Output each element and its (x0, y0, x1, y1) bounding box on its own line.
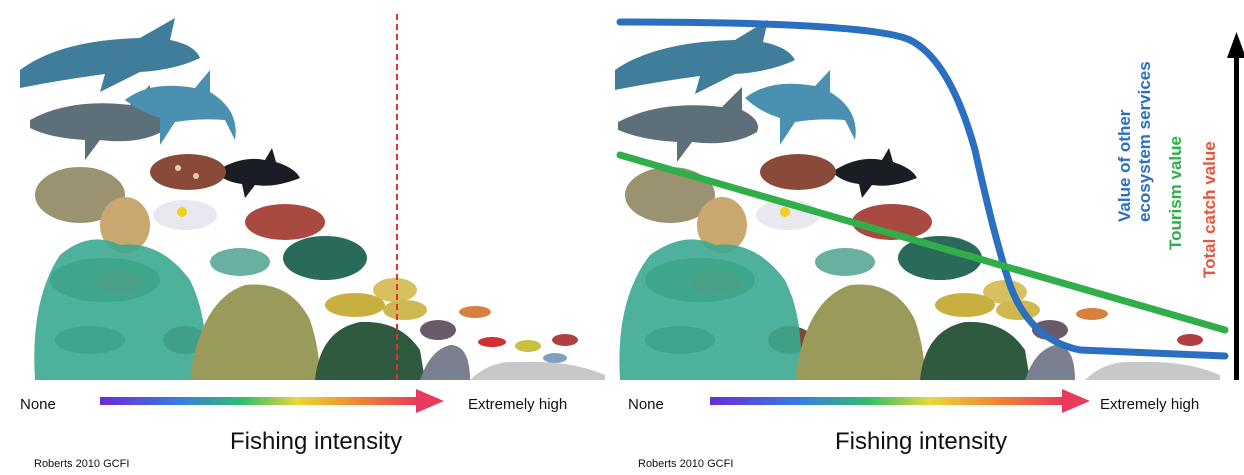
shark-icon (615, 20, 795, 94)
left-panel: None Extremely high Fishing intensity Ro… (0, 0, 610, 475)
curve-label-line: ecosystem services (1135, 61, 1154, 222)
axis-end-label: Extremely high (468, 396, 568, 413)
curve-label-line: Value of other (1115, 109, 1134, 222)
shark-icon (832, 148, 917, 198)
shark-icon (215, 148, 300, 198)
curve-label-ecosystem-services: Value of other ecosystem services (1115, 61, 1155, 222)
gradient-arrow-icon (100, 389, 444, 413)
axis-end-label: Extremely high (1100, 396, 1200, 413)
fish-icon (245, 204, 325, 240)
fish-icon (898, 236, 982, 280)
fish-icon (150, 154, 226, 190)
fish-icon (325, 293, 385, 317)
fish-icon (935, 293, 995, 317)
fish-icon (478, 337, 506, 347)
fish-icon (552, 334, 578, 346)
fish-icon (420, 320, 456, 340)
right-panel: Value of other ecosystem services Touris… (610, 0, 1244, 475)
shark-icon (745, 70, 856, 145)
fish-icon (153, 200, 217, 230)
curve-label-tourism: Tourism value (1166, 136, 1185, 250)
credit: Roberts 2010 GCFI (638, 458, 734, 470)
fish-icon (459, 306, 491, 318)
fish-icon (210, 248, 270, 276)
axis-start-label: None (20, 396, 56, 413)
fish-icon (625, 167, 715, 223)
fish-icon (815, 248, 875, 276)
fish-icon (515, 340, 541, 352)
credit: Roberts 2010 GCFI (34, 458, 130, 470)
fish-icon (1177, 334, 1203, 346)
fish-icon (373, 278, 417, 302)
ecosystem-services-curve (616, 18, 1229, 360)
gradient-arrow-icon (710, 389, 1090, 413)
shark-icon (20, 18, 200, 92)
fish-icon (697, 197, 747, 253)
coral-icon (34, 239, 605, 380)
axis-start-label: None (628, 396, 664, 413)
shark-icon (125, 70, 236, 145)
fish-icon (383, 300, 427, 320)
axis-title: Fishing intensity (230, 428, 403, 455)
coral-icon (619, 239, 1220, 380)
fish-icon (1076, 308, 1108, 320)
fish-icon (35, 167, 125, 223)
tourism-value-curve (616, 151, 1229, 334)
curve-label-catch: Total catch value (1200, 141, 1219, 278)
fish-icon (543, 353, 567, 363)
up-arrow-icon (1227, 32, 1244, 380)
shark-icon (618, 87, 758, 162)
axis-title: Fishing intensity (835, 428, 1008, 455)
reef-illustration-right (615, 18, 1244, 413)
fish-icon (100, 197, 150, 253)
fish-icon (283, 236, 367, 280)
reef-illustration-left (20, 14, 605, 413)
fish-icon (760, 154, 836, 190)
